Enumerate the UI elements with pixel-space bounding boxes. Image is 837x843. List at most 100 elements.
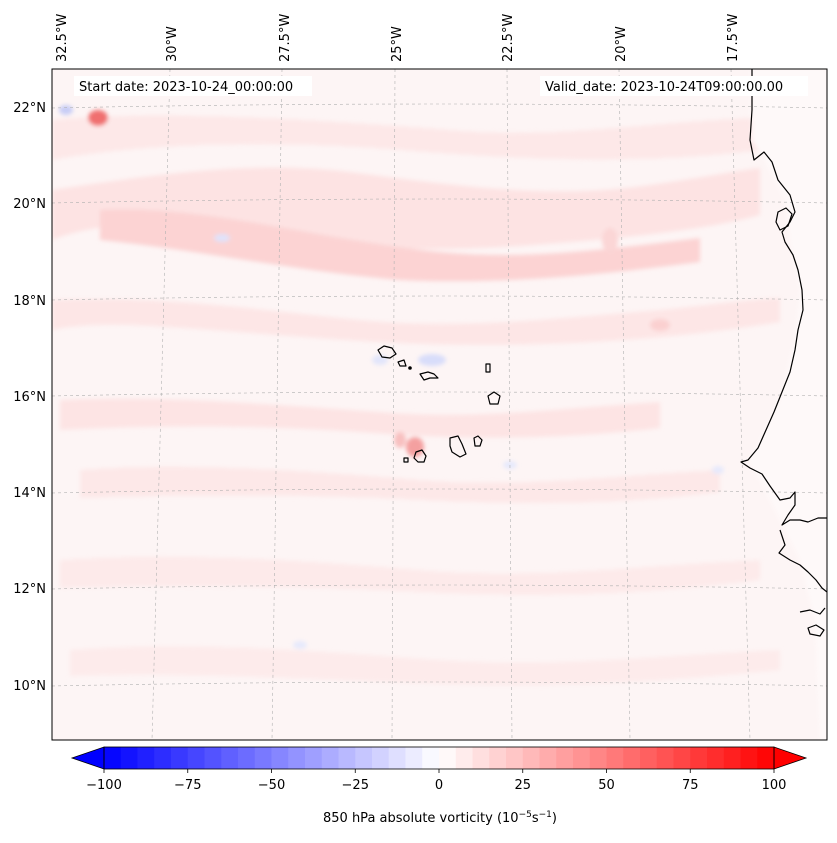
colorbar-tick-label: 0 <box>435 778 443 793</box>
colorbar-tick-label: 50 <box>598 778 615 793</box>
cape-verde-islands <box>377 345 501 463</box>
colorbar-tick-label: 75 <box>682 778 699 793</box>
colorbar-cell <box>506 747 524 769</box>
coast-island <box>775 207 793 231</box>
valid-date-label: Valid_date: 2023-10-24T09:00:00.00 <box>545 80 783 95</box>
coastlines <box>740 69 827 637</box>
colorbar-cell <box>405 747 423 769</box>
vorticity-patch-positive <box>650 319 670 331</box>
colorbar-cell <box>556 747 574 769</box>
colorbar-cell <box>489 747 507 769</box>
lon-label: 32.5°W <box>55 14 70 62</box>
colorbar-label-exp1: −5 <box>519 810 532 820</box>
colorbar-cell <box>388 747 407 769</box>
lat-label: 20°N <box>13 197 46 212</box>
map-frame <box>51 68 828 741</box>
colorbar-cells <box>104 747 775 769</box>
colorbar-tick-label: 100 <box>762 778 787 793</box>
latitude-labels: 22°N 20°N 18°N 16°N 14°N 12°N 10°N <box>13 101 46 694</box>
meridian-line <box>618 69 631 740</box>
parallel-line <box>52 681 827 687</box>
island-boa-vista <box>487 391 501 405</box>
colorbar-tick-label: −100 <box>86 778 122 793</box>
colorbar-cell <box>623 747 641 769</box>
colorbar-label-close: ) <box>552 811 557 826</box>
colorbar-tick-label: 25 <box>514 778 531 793</box>
africa-coastline <box>807 624 825 637</box>
colorbar-cell <box>355 747 373 769</box>
lon-label: 17.5°W <box>726 14 741 62</box>
colorbar-cell <box>455 747 474 769</box>
colorbar-cell <box>573 747 591 769</box>
vorticity-patch-negative <box>418 354 446 366</box>
island-santo-antao <box>377 345 397 359</box>
start-date-box <box>74 76 312 96</box>
lon-label: 30°W <box>165 26 180 62</box>
vorticity-field <box>52 69 827 740</box>
meridian-line <box>391 69 396 740</box>
lon-label: 22.5°W <box>501 14 516 62</box>
colorbar-cell <box>104 747 122 769</box>
parallel-line <box>52 584 827 590</box>
parallel-line <box>52 103 827 109</box>
africa-coastline <box>799 607 826 615</box>
colorbar-tick-label: −75 <box>174 778 201 793</box>
colorbar-cell <box>321 747 340 769</box>
africa-coastline <box>740 69 827 526</box>
parallel-line <box>52 391 827 397</box>
colorbar-cell <box>723 747 742 769</box>
meridian-line <box>271 69 283 740</box>
colorbar-label: 850 hPa absolute vorticity (10−5s−1) <box>323 810 557 826</box>
parallel-line <box>52 488 827 494</box>
colorbar: −100 −75 −50 −25 0 25 50 75 100 850 hPa absolute… <box>70 746 808 826</box>
colorbar-cell <box>120 747 139 769</box>
colorbar-label-exp2: −1 <box>539 810 552 820</box>
colorbar-label-main: 850 hPa absolute vorticity (10 <box>323 811 519 826</box>
colorbar-extend-min <box>70 746 105 770</box>
island-santa-luzia <box>408 366 412 370</box>
africa-coastline <box>778 529 827 593</box>
lat-label: 10°N <box>13 679 46 694</box>
colorbar-cell <box>472 747 490 769</box>
colorbar-cell <box>137 747 155 769</box>
colorbar-tick-label: −50 <box>258 778 285 793</box>
colorbar-cell <box>271 747 289 769</box>
colorbar-cell <box>187 747 206 769</box>
colorbar-cell <box>640 747 658 769</box>
valid-date-box <box>540 76 808 96</box>
colorbar-cell <box>338 747 356 769</box>
colorbar-cell <box>690 747 708 769</box>
colorbar-cell <box>439 747 457 769</box>
colorbar-cell <box>707 747 725 769</box>
vorticity-patch-negative <box>712 466 724 474</box>
lat-label: 18°N <box>13 294 46 309</box>
colorbar-extend-max <box>773 746 808 770</box>
colorbar-cell <box>606 747 624 769</box>
meridian-line <box>730 69 751 740</box>
colorbar-label-mid: s <box>532 811 539 826</box>
colorbar-cell <box>372 747 390 769</box>
vorticity-band <box>60 398 660 438</box>
colorbar-cell <box>204 747 222 769</box>
vorticity-patch-negative <box>59 105 73 115</box>
island-sal <box>485 363 491 373</box>
island-fogo <box>413 449 427 463</box>
colorbar-cell <box>221 747 239 769</box>
vorticity-patch-positive <box>88 110 108 126</box>
lon-label: 25°W <box>390 26 405 62</box>
colorbar-ticks: −100 −75 −50 −25 0 25 50 75 100 <box>86 769 786 793</box>
island-maio <box>473 435 483 447</box>
longitude-labels: 32.5°W 30°W 27.5°W 25°W 22.5°W 20°W 17.5… <box>55 14 741 62</box>
vorticity-band <box>70 646 780 686</box>
colorbar-cell <box>740 747 758 769</box>
colorbar-cell <box>154 747 172 769</box>
vorticity-band <box>80 466 720 504</box>
vorticity-patch-negative <box>372 355 388 365</box>
vorticity-band <box>52 115 760 160</box>
colorbar-cell <box>254 747 273 769</box>
vorticity-patch-positive <box>406 437 424 457</box>
lat-label: 14°N <box>13 486 46 501</box>
lon-label: 27.5°W <box>278 14 293 62</box>
vorticity-patch-negative <box>293 641 307 649</box>
colorbar-cell <box>171 747 189 769</box>
